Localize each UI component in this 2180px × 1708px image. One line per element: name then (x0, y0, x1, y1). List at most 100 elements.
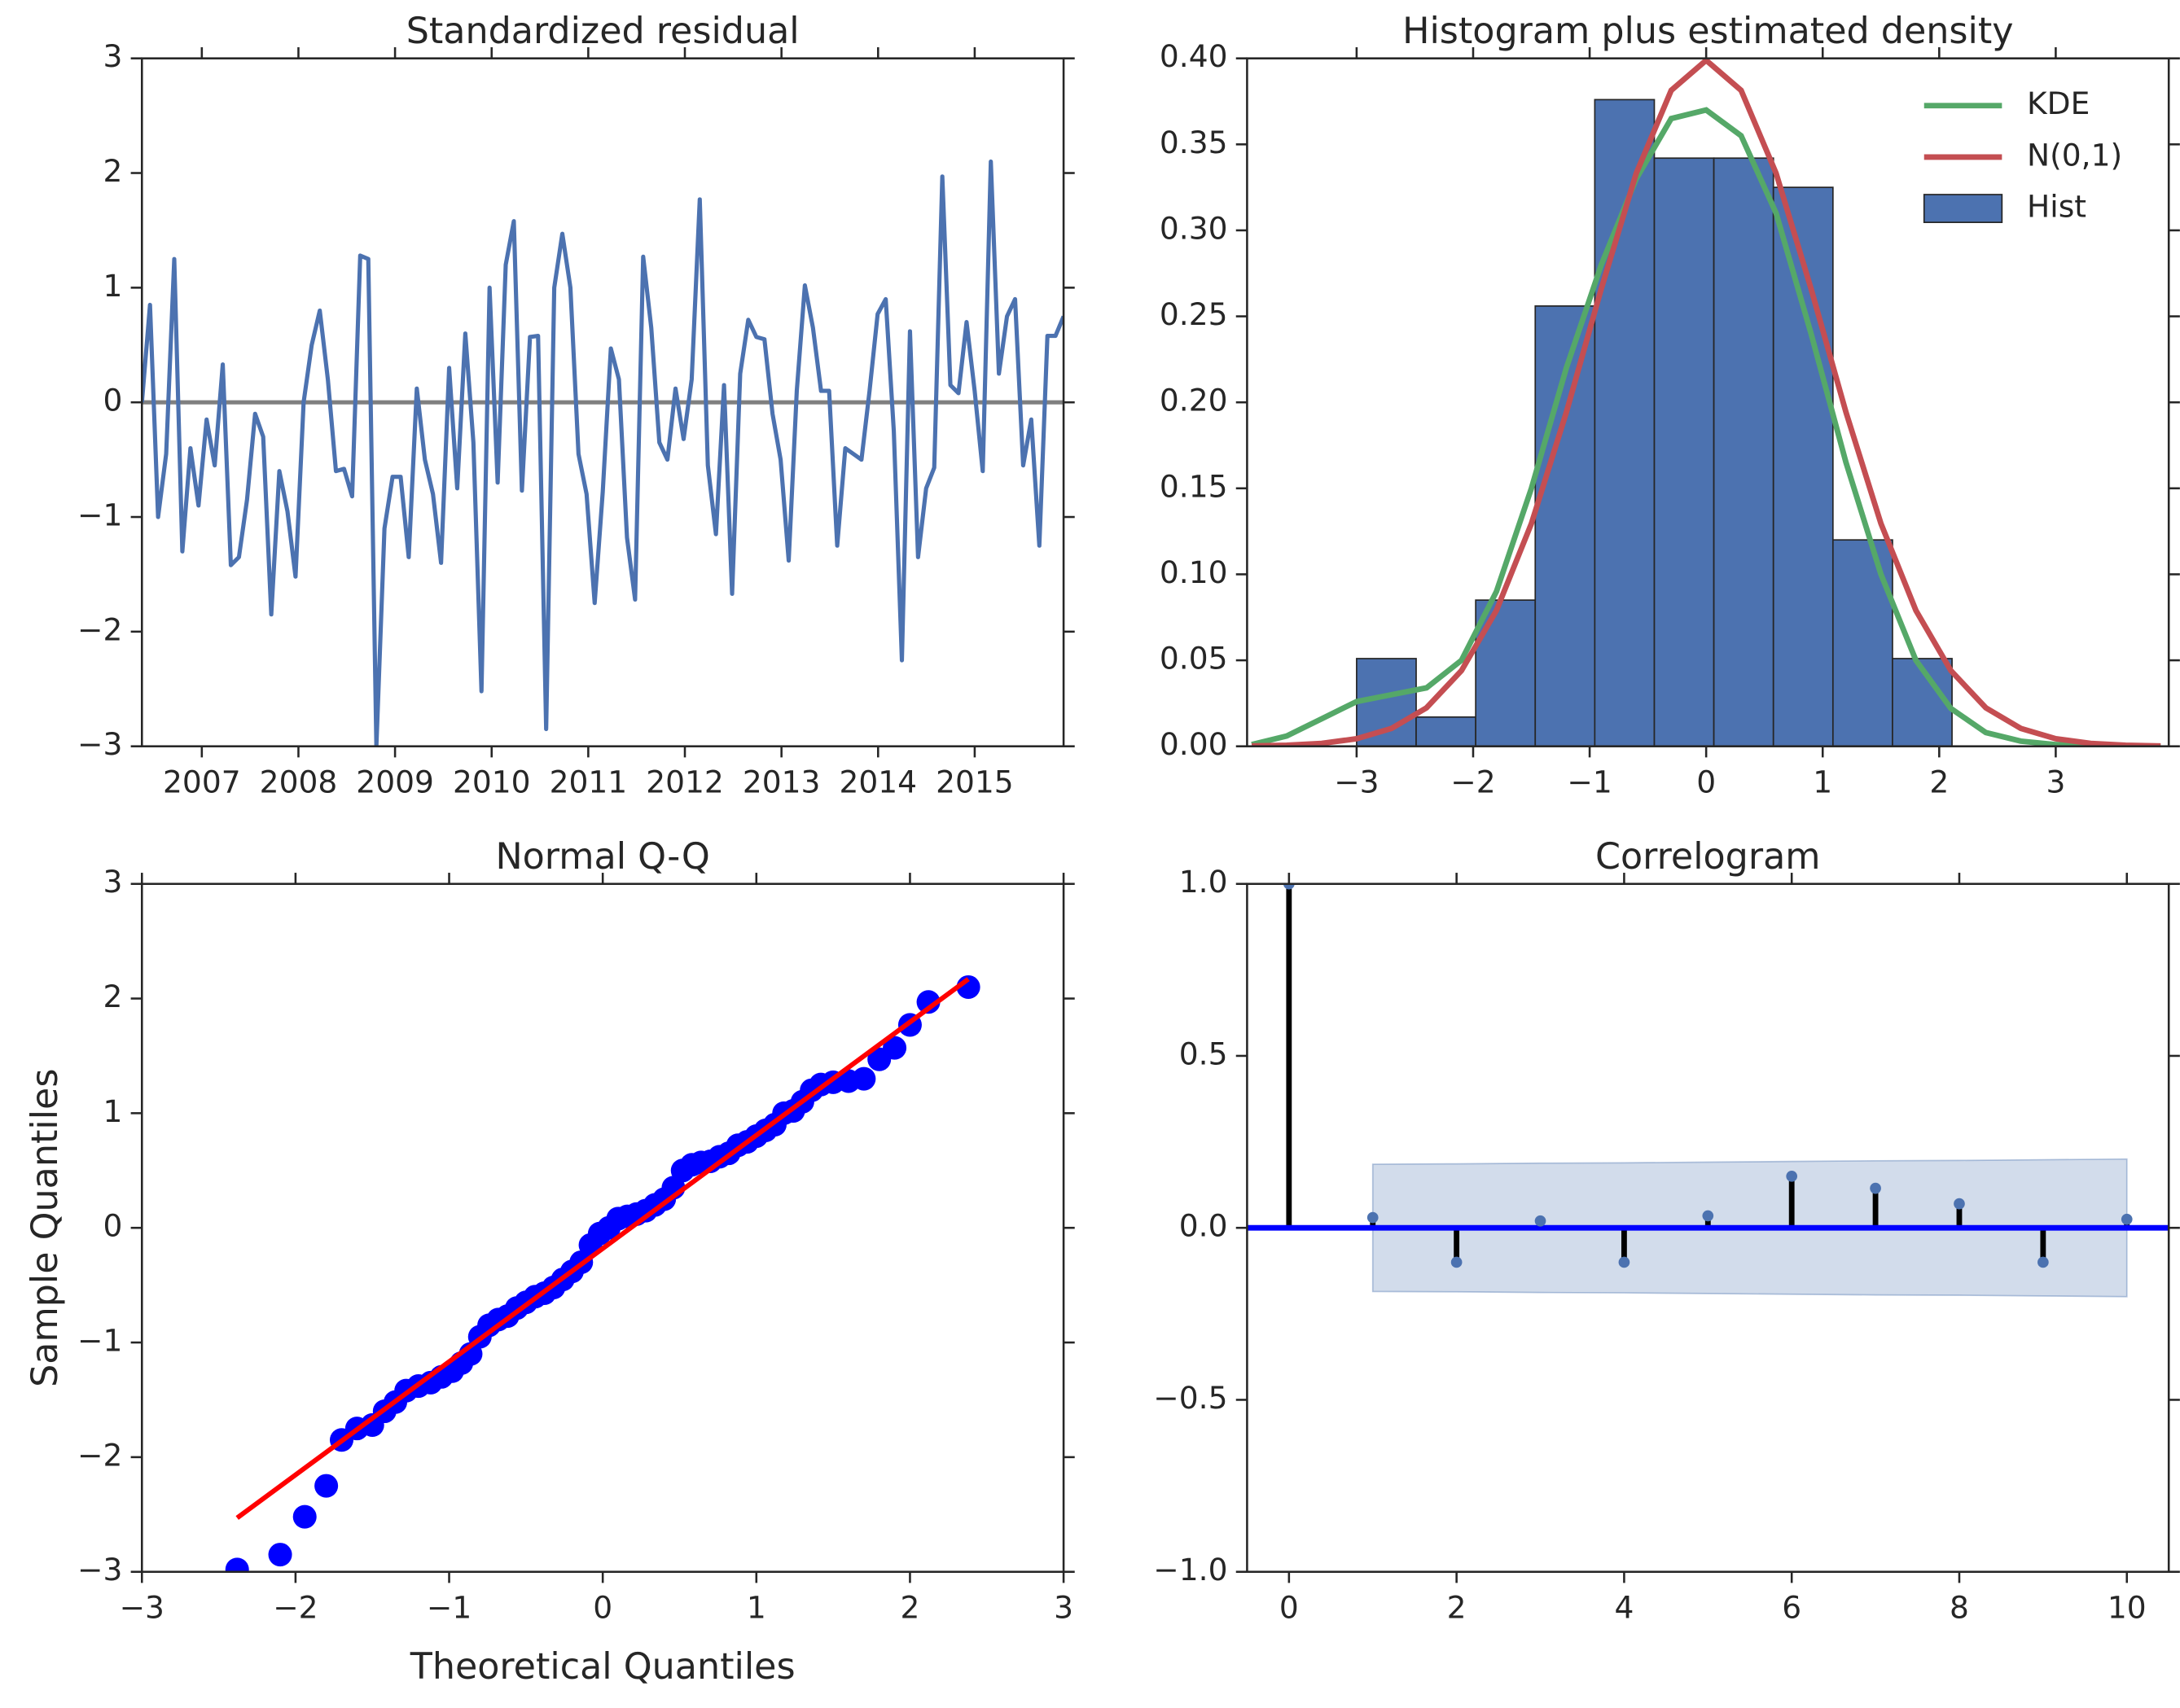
residual-line (142, 159, 1064, 747)
x-tick-label: 6 (1782, 1589, 1801, 1625)
density-line (1251, 107, 2161, 747)
axes-frame (1246, 882, 2170, 1573)
hist-bar (1772, 186, 1834, 747)
x-tick-label: −3 (120, 1589, 164, 1625)
x-tick-label: 2007 (163, 764, 241, 799)
hist-bar (1653, 157, 1715, 747)
subplot-title: Normal Q-Q (495, 836, 709, 878)
x-tick-label: 3 (2046, 764, 2065, 799)
hist-bar (1713, 157, 1774, 747)
y-tick-label: −1 (77, 497, 122, 533)
x-tick-label: 10 (2108, 1589, 2147, 1625)
plot-area (1247, 883, 2169, 1298)
y-tick-label: 2 (103, 979, 122, 1014)
axes-frame (140, 882, 1065, 1573)
x-tick-label: 2008 (260, 764, 338, 799)
x-tick-label: 0 (1696, 764, 1716, 799)
subplot: 0.00 0.05 0.10 0.15 0.20 0.25 0.30 0.35 0.40 −3 −2… (1160, 11, 2180, 799)
x-tick-label: −1 (427, 1589, 472, 1625)
x-tick-label: 2 (1929, 764, 1949, 799)
plot-area (1251, 58, 2161, 747)
y-tick-label: 1.0 (1179, 864, 1228, 900)
plot-area (142, 159, 1064, 747)
y-tick-label: 0.20 (1160, 383, 1228, 418)
hist-bar (1594, 99, 1656, 747)
y-tick-label: 3 (103, 864, 122, 900)
density-line (1252, 58, 2161, 747)
legend-label: Hist (2027, 189, 2086, 225)
stem-marker (1702, 1210, 1714, 1222)
y-tick-label: 0.5 (1179, 1036, 1228, 1071)
x-tick-label: 2 (900, 1589, 919, 1625)
y-tick-label: 0.25 (1160, 296, 1228, 332)
y-tick-label: −3 (77, 1552, 122, 1588)
y-tick-label: 2 (103, 153, 122, 189)
y-tick-label: 0.35 (1160, 125, 1228, 160)
stem-marker (1870, 1182, 1881, 1194)
y-tick-label: 0 (103, 1208, 122, 1244)
subplot-title: Standardized residual (406, 11, 800, 52)
hist-bar (1831, 539, 1893, 747)
y-tick-label: −1.0 (1153, 1552, 1227, 1588)
subplot-title: Histogram plus estimated density (1402, 11, 2013, 52)
stem-marker (1366, 1211, 1379, 1224)
legend-swatch (1923, 194, 2003, 223)
y-tick-label: 0.00 (1160, 726, 1228, 762)
x-tick-label: 0 (593, 1589, 612, 1625)
y-tick-label: 0.15 (1160, 468, 1228, 504)
qq-point (225, 1557, 249, 1572)
stem-marker (1786, 1171, 1798, 1182)
y-tick-label: 0.40 (1160, 38, 1228, 74)
y-tick-label: 0 (103, 383, 122, 418)
legend-label: N(0,1) (2027, 137, 2122, 173)
axes-frame (1246, 57, 2170, 747)
x-tick-label: −2 (273, 1589, 318, 1625)
stem-marker (1954, 1198, 1965, 1210)
hist-bar (1475, 599, 1537, 747)
stem-marker (2037, 1256, 2049, 1268)
subplot-title: Correlogram (1595, 836, 1820, 878)
y-tick-label: 0.05 (1160, 641, 1228, 677)
hist-bar (1415, 716, 1476, 747)
subplot: −3 −2 −1 0 1 2 3 2007 2008 2009 2010 2011 2012 2013 20… (77, 11, 1075, 799)
qq-point (852, 1066, 876, 1091)
subplot: −3 −2 −1 0 1 2 3 −3 −2 −1 0 1 2 3 Normal Q-Q Theoretica… (24, 836, 1075, 1688)
x-tick-label: −1 (1567, 764, 1612, 799)
y-tick-label: −2 (77, 1437, 122, 1473)
axes-frame (140, 57, 1065, 747)
qq-point (314, 1474, 339, 1498)
y-tick-label: 0.30 (1160, 210, 1228, 246)
x-tick-label: −2 (1450, 764, 1495, 799)
qq-point (883, 1036, 907, 1060)
qq-point (268, 1543, 292, 1567)
y-tick-label: −1 (77, 1323, 122, 1359)
subplot: −1.0 −0.5 0.0 0.5 1.0 0 2 4 6 8 10 Correlogram (1153, 836, 2180, 1625)
legend: KDE N(0,1) Hist (1923, 85, 2122, 225)
legend-label: KDE (2027, 85, 2090, 121)
y-axis-label: Sample Quantiles (24, 1069, 66, 1387)
y-tick-label: 0.10 (1160, 554, 1228, 590)
stem-marker (1534, 1215, 1546, 1227)
x-axis-label: Theoretical Quantiles (410, 1646, 796, 1688)
x-tick-label: 2012 (646, 764, 724, 799)
qq-point (916, 990, 941, 1014)
plot-area (225, 974, 980, 1572)
x-tick-label: 3 (1054, 1589, 1073, 1625)
stem-marker (1618, 1256, 1630, 1268)
x-tick-label: 2010 (453, 764, 531, 799)
x-tick-label: 0 (1279, 1589, 1299, 1625)
x-tick-label: 2014 (840, 764, 918, 799)
y-tick-label: 1 (103, 268, 122, 304)
y-tick-label: 0.0 (1179, 1208, 1228, 1244)
x-tick-label: 2011 (550, 764, 628, 799)
x-tick-label: 2 (1447, 1589, 1467, 1625)
x-tick-label: 1 (1813, 764, 1832, 799)
y-tick-label: −0.5 (1153, 1380, 1227, 1416)
y-tick-label: 1 (103, 1093, 122, 1129)
stem-marker (1450, 1256, 1463, 1268)
x-tick-label: 4 (1614, 1589, 1634, 1625)
x-tick-label: 2009 (356, 764, 434, 799)
fit-line (235, 977, 970, 1520)
